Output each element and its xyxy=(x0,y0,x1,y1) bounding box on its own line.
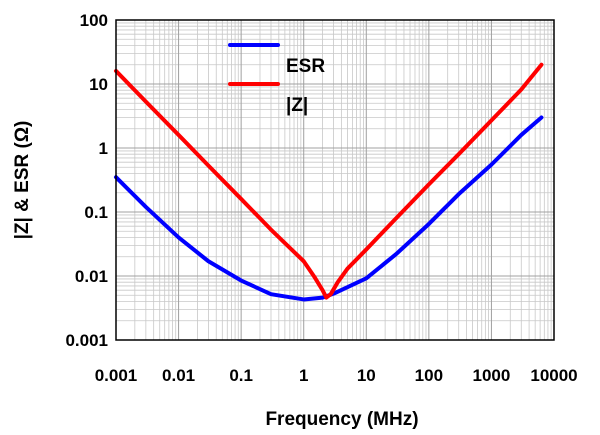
y-axis-title: |Z| & ESR (Ω) xyxy=(12,121,33,240)
y-tick-label: 0.1 xyxy=(84,203,108,222)
x-tick-label: 100 xyxy=(415,366,443,385)
series-line-z xyxy=(114,62,544,300)
legend-label-esr: ESR xyxy=(286,56,325,77)
x-tick-label: 0.001 xyxy=(95,366,138,385)
y-tick-label: 1 xyxy=(99,139,108,158)
legend: ESR |Z| xyxy=(228,43,325,116)
y-tick-label: 100 xyxy=(80,11,108,30)
y-tick-label: 0.001 xyxy=(65,331,108,350)
legend-label-z: |Z| xyxy=(286,95,308,116)
series-layer xyxy=(114,62,544,302)
x-axis-title: Frequency (MHz) xyxy=(265,409,418,430)
plot-frame xyxy=(115,19,555,341)
y-tick-label: 0.01 xyxy=(75,267,108,286)
x-tick-label: 10 xyxy=(357,366,376,385)
x-tick-label: 1000 xyxy=(473,366,511,385)
x-tick-labels: 0.001 0.01 0.1 1 10 100 1000 10000 xyxy=(95,366,578,385)
x-tick-label: 10000 xyxy=(530,366,577,385)
minor-gridlines xyxy=(116,20,554,340)
y-tick-label: 10 xyxy=(89,75,108,94)
y-tick-labels: 0.001 0.01 0.1 1 10 100 xyxy=(65,11,108,350)
x-tick-label: 0.1 xyxy=(229,366,253,385)
x-tick-label: 0.01 xyxy=(162,366,195,385)
x-tick-label: 1 xyxy=(299,366,308,385)
